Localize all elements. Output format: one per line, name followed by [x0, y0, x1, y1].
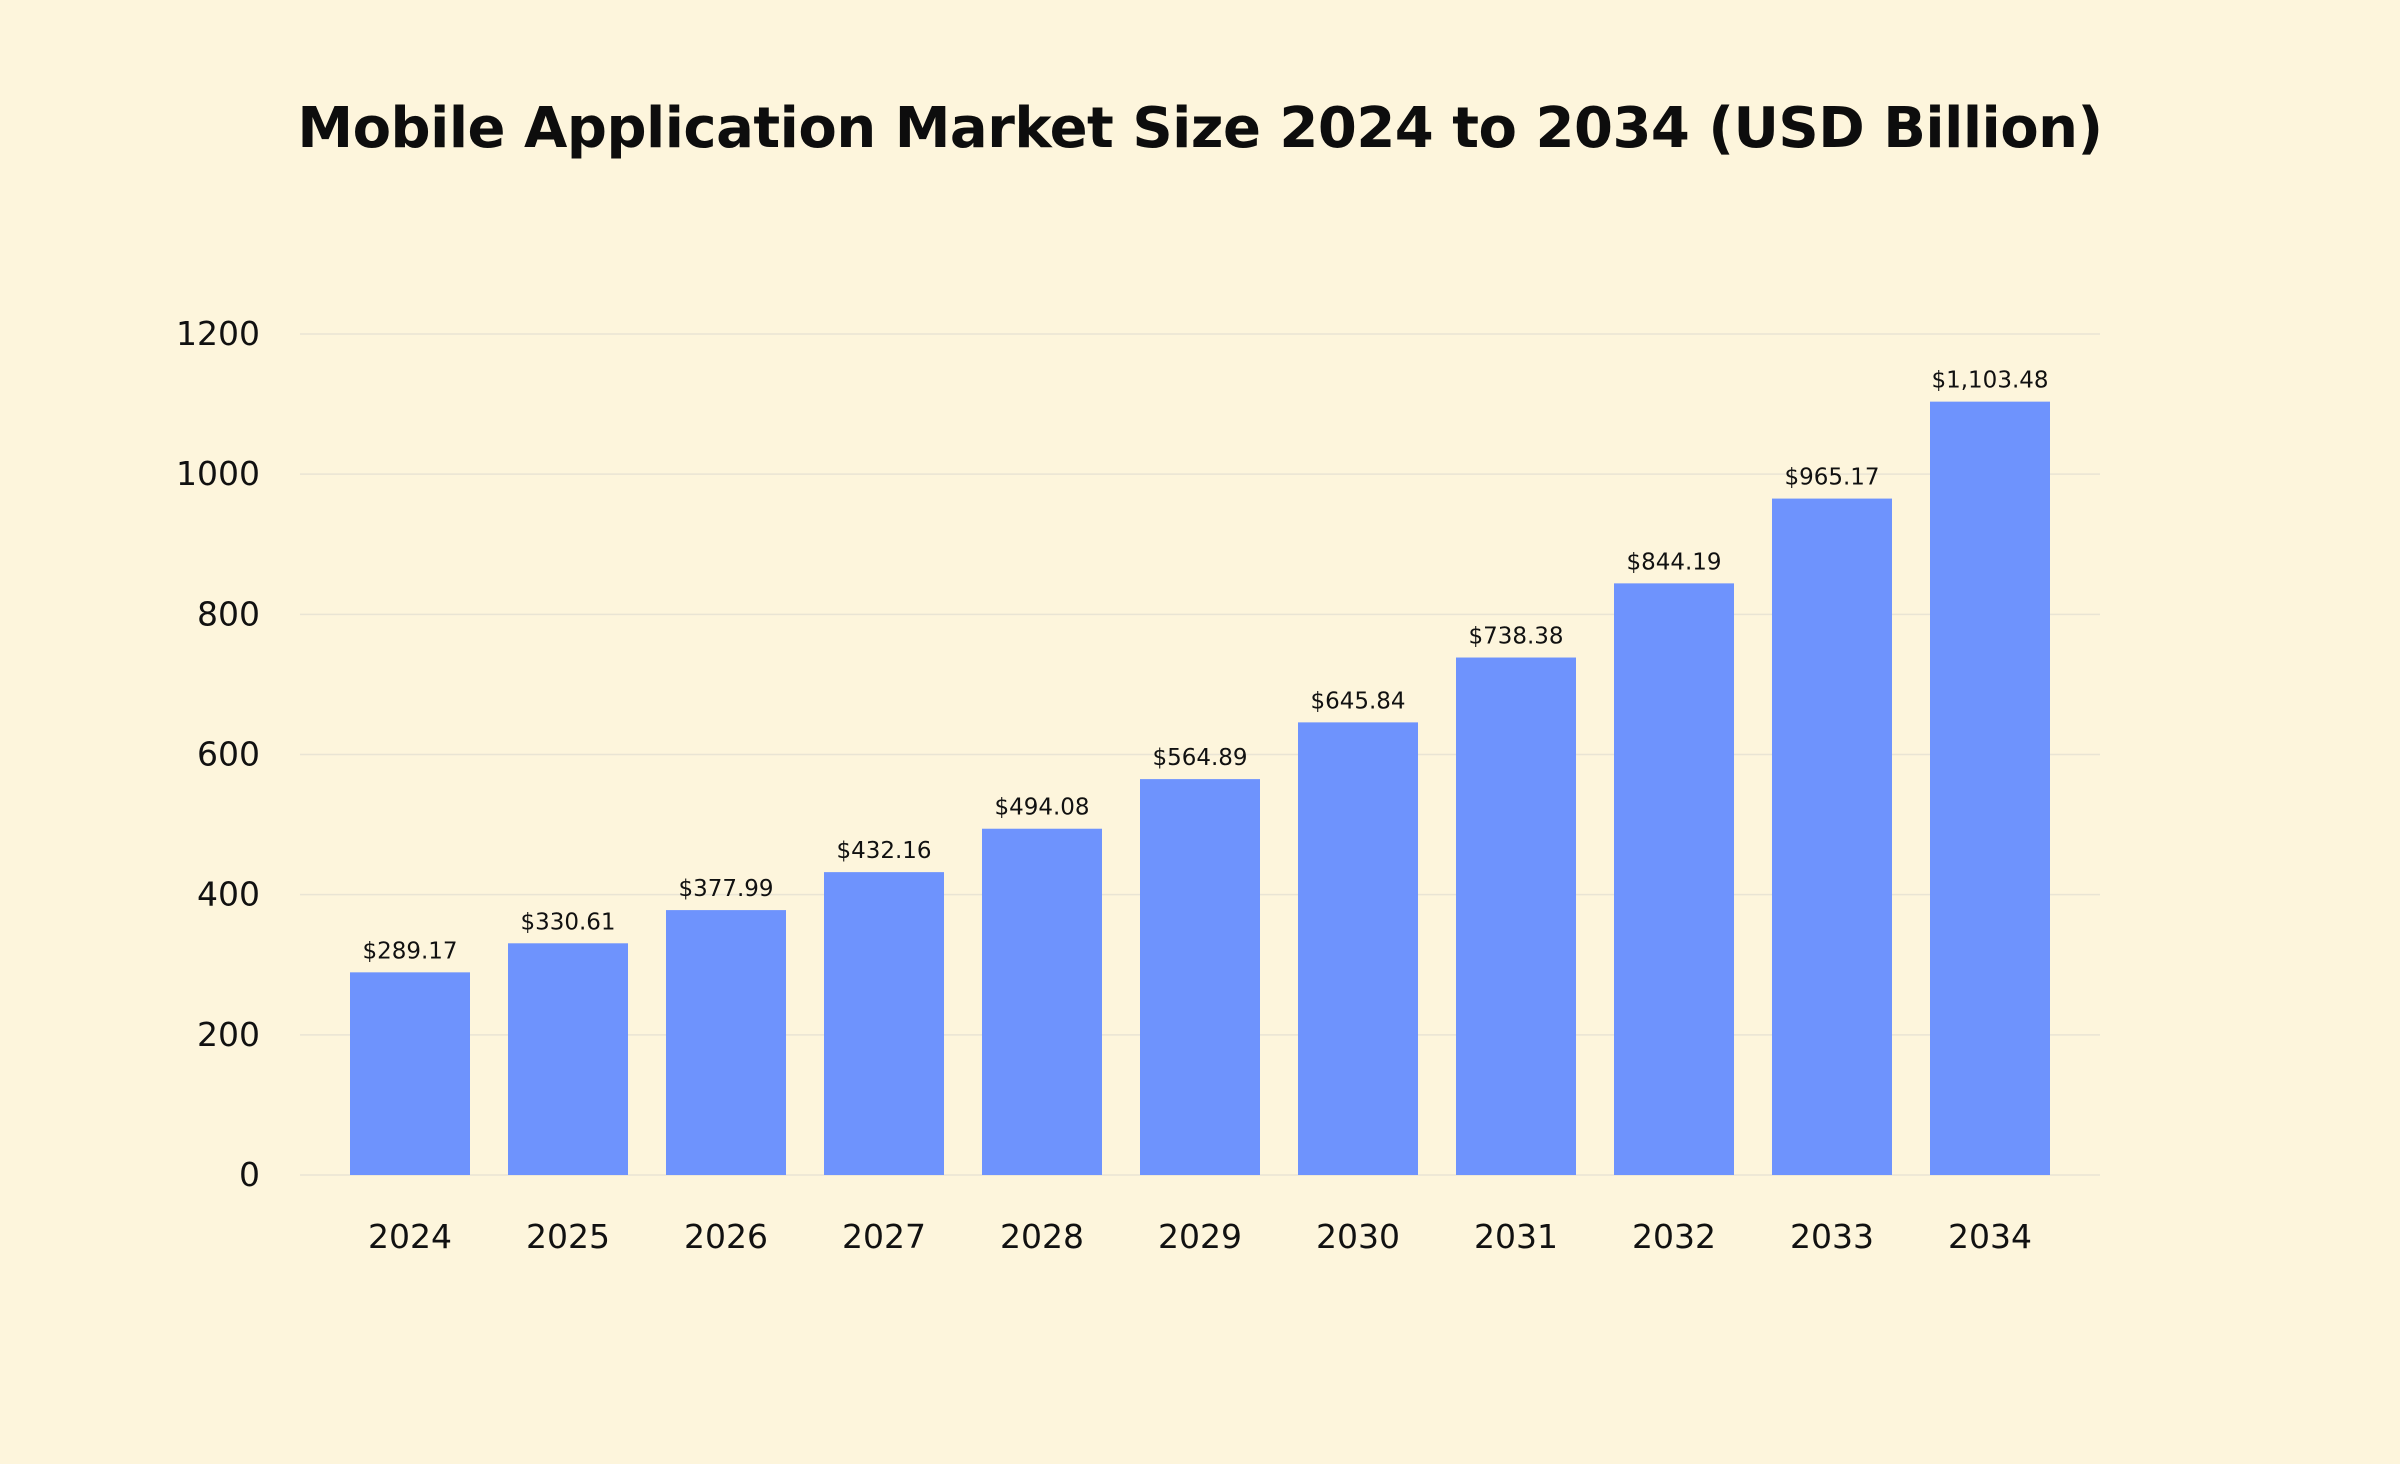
x-tick-label-2026: 2026 — [684, 1217, 768, 1256]
x-tick-label-2030: 2030 — [1316, 1217, 1400, 1256]
bar-2024 — [350, 972, 470, 1175]
bar-2028 — [982, 828, 1102, 1175]
bar-2025 — [508, 943, 628, 1175]
value-label-2024: $289.17 — [362, 938, 457, 964]
value-label-2033: $965.17 — [1784, 465, 1879, 491]
bar-2027 — [824, 872, 944, 1175]
bar-2031 — [1456, 657, 1576, 1175]
value-label-2031: $738.38 — [1468, 624, 1563, 650]
bar-2026 — [666, 910, 786, 1175]
value-labels: $289.17 $330.61 $377.99 $432.16 $494.08 $564.… — [362, 368, 2048, 965]
value-label-2025: $330.61 — [520, 909, 615, 935]
x-tick-label-2031: 2031 — [1474, 1217, 1558, 1256]
value-label-2028: $494.08 — [994, 795, 1089, 821]
x-tick-label-2024: 2024 — [368, 1217, 452, 1256]
x-tick-label-2032: 2032 — [1632, 1217, 1716, 1256]
y-tick-label: 1000 — [176, 454, 260, 493]
bar-2030 — [1298, 722, 1418, 1175]
bar-2029 — [1140, 779, 1260, 1175]
value-label-2030: $645.84 — [1310, 688, 1405, 714]
y-tick-label: 400 — [197, 875, 260, 914]
x-tick-label-2029: 2029 — [1158, 1217, 1242, 1256]
bars — [350, 401, 2050, 1176]
value-label-2026: $377.99 — [678, 876, 773, 902]
x-tick-label-2027: 2027 — [842, 1217, 926, 1256]
y-tick-label: 600 — [197, 735, 260, 774]
y-tick-label: 200 — [197, 1015, 260, 1054]
x-tick-label-2033: 2033 — [1790, 1217, 1874, 1256]
value-label-2032: $844.19 — [1626, 549, 1721, 575]
value-label-2034: $1,103.48 — [1931, 368, 2048, 394]
value-label-2029: $564.89 — [1152, 745, 1247, 771]
x-tick-label-2028: 2028 — [1000, 1217, 1084, 1256]
value-label-2027: $432.16 — [836, 838, 931, 864]
chart-title: Mobile Application Market Size 2024 to 2… — [297, 96, 2103, 161]
y-tick-label: 1200 — [176, 314, 260, 353]
y-axis-ticks: 0 200 400 600 800 1000 1200 — [176, 314, 260, 1194]
bar-2034 — [1930, 401, 2050, 1176]
y-tick-label: 800 — [197, 594, 260, 633]
x-axis-ticks: 2024 2025 2026 2027 2028 2029 2030 2031 2032 2033… — [368, 1217, 2032, 1256]
bar-2033 — [1772, 498, 1892, 1176]
bar-2032 — [1614, 583, 1734, 1175]
x-tick-label-2025: 2025 — [526, 1217, 610, 1256]
y-tick-label: 0 — [239, 1155, 260, 1194]
x-tick-label-2034: 2034 — [1948, 1217, 2032, 1256]
